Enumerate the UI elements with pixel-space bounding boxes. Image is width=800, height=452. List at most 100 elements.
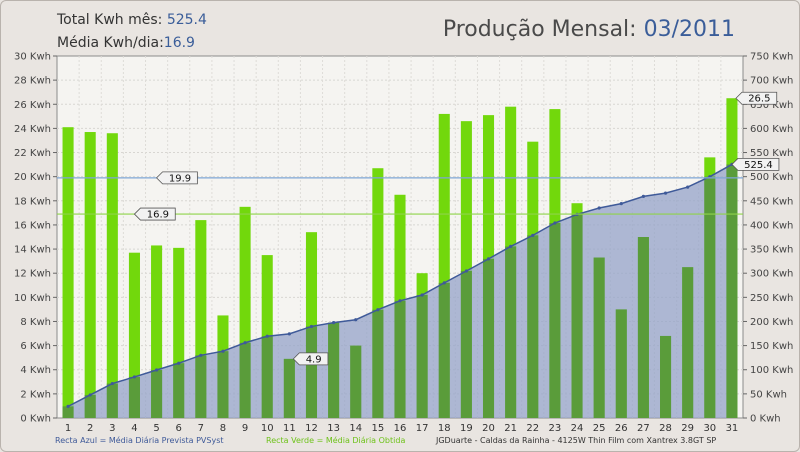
x-tick-label-24: 24	[571, 423, 584, 434]
bar-day-5	[151, 245, 163, 418]
avg-kwh-label: Média Kwh/dia:	[57, 35, 164, 51]
x-tick-label-8: 8	[220, 423, 226, 434]
avg-kwh-value: 16.9	[163, 35, 195, 51]
bar-overlap-day-30	[704, 176, 716, 418]
bar-overlap-day-2	[84, 394, 96, 418]
bar-overlap-day-15	[372, 309, 384, 418]
bar-overlap-day-6	[173, 363, 185, 418]
x-tick-label-20: 20	[482, 423, 495, 434]
cumulative-point-day-2	[88, 393, 92, 397]
reference-label-19.9: 19.9	[156, 171, 198, 184]
cumulative-point-day-25	[597, 206, 601, 210]
y-tick-label: 22 Kwh	[14, 148, 51, 159]
x-tick-label-4: 4	[131, 423, 137, 434]
x-tick-label-25: 25	[593, 423, 606, 434]
bar-overlap-day-18	[438, 282, 450, 418]
x-tick-label-3: 3	[109, 423, 115, 434]
bar-overlap-day-27	[637, 237, 649, 418]
cumulative-point-day-9	[243, 341, 247, 345]
bar-overlap-day-1	[62, 406, 74, 418]
bar-overlap-day-20	[482, 258, 495, 418]
svg-text:16.9: 16.9	[147, 210, 169, 221]
y2-tick-label: 500 Kwh	[750, 172, 793, 183]
y-tick-label: 20 Kwh	[14, 172, 51, 183]
bar-overlap-day-10	[261, 336, 273, 418]
x-tick-label-10: 10	[261, 423, 274, 434]
bar-overlap-day-4	[128, 376, 140, 418]
total-kwh-label: Total Kwh mês:	[57, 12, 163, 28]
y-tick-label: 26 Kwh	[14, 100, 51, 111]
bar-overlap-day-11	[283, 358, 295, 418]
bar-overlap-day-9	[239, 342, 251, 418]
y2-tick-label: 600 Kwh	[750, 124, 793, 135]
point-label-cumulative-31: 525.4	[731, 158, 780, 171]
cumulative-point-day-22	[531, 233, 535, 237]
x-tick-label-29: 29	[681, 423, 694, 434]
x-tick-label-11: 11	[283, 423, 296, 434]
bar-overlap-day-5	[151, 370, 163, 418]
x-tick-label-21: 21	[504, 423, 517, 434]
x-tick-label-12: 12	[305, 423, 318, 434]
bar-overlap-day-21	[505, 246, 517, 418]
y2-tick-label: 150 Kwh	[750, 341, 793, 352]
bar-day-3	[106, 133, 118, 418]
bar-overlap-day-23	[549, 223, 561, 418]
chart-title: Produção Mensal: 03/2011	[443, 17, 735, 42]
bar-day-15	[372, 168, 384, 418]
y2-tick-label: 450 Kwh	[750, 196, 793, 207]
x-tick-label-30: 30	[703, 423, 716, 434]
cumulative-point-day-29	[686, 185, 690, 189]
y2-tick-label: 0 Kwh	[750, 414, 781, 425]
x-tick-label-7: 7	[198, 423, 204, 434]
chart-title-label: Produção Mensal:	[442, 17, 637, 42]
reference-label-16.9: 16.9	[133, 207, 176, 221]
bar-overlap-day-26	[615, 309, 627, 418]
svg-text:525.4: 525.4	[744, 160, 773, 171]
cumulative-point-day-10	[265, 334, 269, 338]
cumulative-point-day-3	[110, 381, 114, 386]
cumulative-point-day-19	[464, 269, 468, 273]
x-tick-label-9: 9	[242, 423, 248, 434]
x-tick-label-26: 26	[615, 423, 628, 434]
y2-tick-label: 400 Kwh	[750, 220, 793, 231]
bar-overlap-day-14	[350, 345, 362, 418]
bar-overlap-day-3	[106, 383, 118, 418]
bar-overlap-day-8	[217, 351, 229, 418]
svg-text:26.5: 26.5	[748, 94, 770, 105]
y2-tick-label: 750 Kwh	[750, 52, 793, 63]
bar-overlap-day-19	[460, 270, 472, 418]
cumulative-point-day-1	[66, 404, 70, 408]
cumulative-point-day-16	[398, 299, 402, 303]
footer-blue-note: Recta Azul = Média Diária Prevista PVSys…	[55, 436, 224, 445]
x-tick-label-2: 2	[87, 423, 93, 434]
cumulative-point-day-17	[420, 293, 424, 297]
x-tick-label-31: 31	[726, 423, 739, 434]
bar-overlap-day-7	[195, 355, 207, 418]
y-tick-label: 16 Kwh	[14, 220, 51, 231]
cumulative-point-day-15	[376, 308, 380, 312]
y-tick-label: 0 Kwh	[20, 414, 51, 425]
x-tick-label-13: 13	[327, 423, 340, 434]
footer-credits: JGDuarte - Caldas da Rainha - 4125W Thin…	[436, 436, 717, 445]
bar-day-6	[173, 247, 185, 418]
y-tick-label: 6 Kwh	[20, 341, 51, 352]
total-kwh-stat: Total Kwh mês: 525.4	[57, 12, 207, 28]
y-tick-label: 14 Kwh	[14, 245, 51, 256]
y2-tick-label: 700 Kwh	[750, 76, 793, 87]
cumulative-point-day-4	[132, 375, 137, 379]
y-tick-label: 18 Kwh	[14, 196, 51, 207]
x-tick-label-1: 1	[65, 423, 71, 434]
y-tick-label: 2 Kwh	[20, 389, 51, 400]
cumulative-point-day-5	[154, 368, 159, 372]
y2-tick-label: 200 Kwh	[750, 317, 793, 328]
y-tick-label: 4 Kwh	[20, 365, 51, 376]
footer-green-note: Recta Verde = Média Diária Obtida	[266, 436, 406, 445]
y-tick-label: 8 Kwh	[20, 317, 51, 328]
y2-tick-label: 650 Kwh	[750, 100, 793, 111]
bar-overlap-day-16	[394, 300, 406, 418]
y2-tick-label: 350 Kwh	[750, 245, 793, 256]
bar-overlap-day-22	[527, 235, 539, 418]
x-tick-label-22: 22	[526, 423, 539, 434]
y-tick-label: 28 Kwh	[14, 76, 51, 87]
cumulative-point-day-27	[641, 194, 646, 199]
